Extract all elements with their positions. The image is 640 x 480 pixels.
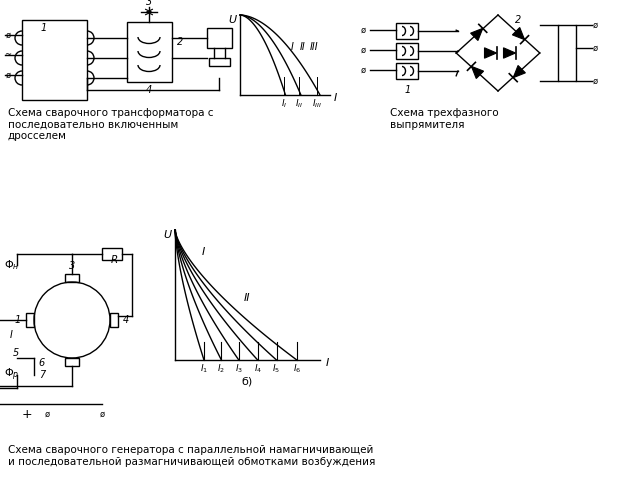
Bar (22, 20, 87, 100)
Polygon shape (513, 27, 525, 40)
Polygon shape (513, 65, 525, 78)
Bar (209, 58, 230, 66)
Text: 1: 1 (41, 23, 47, 33)
Text: $I_6$: $I_6$ (292, 363, 301, 375)
Text: 2: 2 (515, 15, 521, 25)
Text: $I_2$: $I_2$ (218, 363, 225, 375)
Text: 5: 5 (13, 348, 19, 358)
Text: ø: ø (360, 65, 365, 74)
Text: 1: 1 (15, 315, 21, 325)
Text: I: I (10, 330, 12, 340)
Bar (26, 313, 34, 327)
Text: ø: ø (99, 409, 104, 419)
Bar (207, 28, 232, 48)
Text: $I_4$: $I_4$ (253, 363, 262, 375)
Text: U: U (228, 15, 236, 25)
Text: 3: 3 (146, 0, 152, 7)
Text: II: II (300, 42, 306, 52)
Text: ø: ø (44, 409, 49, 419)
Text: U: U (163, 230, 171, 240)
Text: 6: 6 (39, 358, 45, 368)
Text: ø: ø (592, 21, 597, 29)
Text: $I_5$: $I_5$ (273, 363, 280, 375)
Text: 1: 1 (405, 85, 411, 95)
Bar (127, 22, 172, 82)
Text: $I_3$: $I_3$ (235, 363, 243, 375)
Text: Схема сварочного генератора с параллельной намагничивающей
и последовательной ра: Схема сварочного генератора с параллельн… (8, 445, 376, 467)
Text: 4: 4 (146, 85, 152, 95)
Text: ø: ø (592, 76, 597, 85)
Bar (102, 248, 122, 260)
Text: Φ$_р$: Φ$_р$ (4, 367, 20, 383)
Bar (396, 43, 418, 59)
Text: 7: 7 (39, 370, 45, 380)
Polygon shape (504, 48, 515, 58)
Text: $I_1$: $I_1$ (200, 363, 208, 375)
Text: Схема трехфазного
выпрямителя: Схема трехфазного выпрямителя (390, 108, 499, 130)
Text: $I_I$: $I_I$ (281, 98, 287, 110)
Polygon shape (484, 48, 497, 58)
Text: $I_{III}$: $I_{III}$ (312, 98, 322, 110)
Polygon shape (472, 66, 484, 79)
Text: 2: 2 (177, 37, 183, 47)
Text: R: R (110, 255, 118, 265)
Text: II: II (244, 293, 250, 303)
Text: I: I (333, 93, 337, 103)
Text: III: III (310, 42, 318, 52)
Text: Схема сварочного трансформатора с
последовательно включенным
дросселем: Схема сварочного трансформатора с послед… (8, 108, 214, 141)
Text: I: I (291, 42, 293, 52)
Text: б): б) (241, 377, 253, 387)
Text: +: + (22, 408, 32, 420)
Bar (558, 25, 576, 81)
Text: ø: ø (5, 71, 11, 80)
Text: 4: 4 (123, 315, 129, 325)
Bar (396, 23, 418, 39)
Bar (65, 358, 79, 366)
Bar (65, 274, 79, 282)
Text: ø: ø (592, 44, 597, 52)
Text: Φ$_н$: Φ$_н$ (4, 258, 20, 272)
Polygon shape (470, 28, 483, 40)
Text: $I_{II}$: $I_{II}$ (295, 98, 303, 110)
Bar (110, 313, 118, 327)
Text: ø: ø (360, 25, 365, 35)
Text: ~: ~ (4, 50, 12, 60)
Text: 3: 3 (69, 261, 75, 271)
Text: I: I (325, 358, 328, 368)
Bar (396, 63, 418, 79)
Text: I: I (202, 247, 205, 257)
Text: ø: ø (360, 46, 365, 55)
Text: ø: ø (5, 31, 11, 39)
